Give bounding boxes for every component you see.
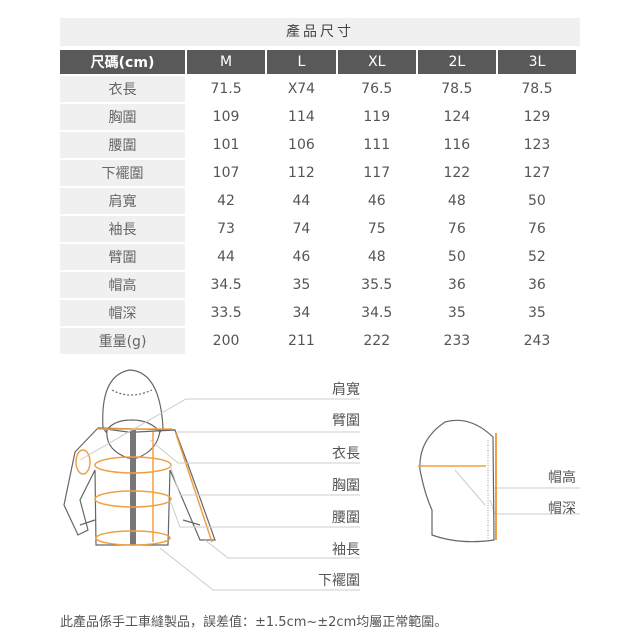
zipper [130,430,136,545]
table-cell: 200 [187,328,266,354]
row-label: 胸圍 [60,104,185,130]
table-cell: 35 [417,300,496,326]
table-cell: 46 [267,244,336,270]
table-cell: 36 [417,272,496,298]
column-header: M [187,50,266,74]
table-cell: 111 [337,132,416,158]
row-label: 帽高 [60,272,185,298]
table-cell: 35 [497,300,576,326]
table-cell: 123 [497,132,576,158]
table-row: 腰圍 101 106 111 116 123 [60,132,576,158]
table-cell: 112 [267,160,336,186]
label-sleeve: 袖長 [332,542,360,558]
row-label: 腰圍 [60,132,185,158]
row-label: 臂圍 [60,244,185,270]
table-row: 重量(g) 200 211 222 233 243 [60,328,576,354]
table-cell: 129 [497,104,576,130]
table-cell: 78.5 [497,76,576,102]
footnote: 此產品係手工車縫製品，誤差值：±1.5cm~±2cm均屬正常範圍。 [60,615,448,630]
table-cell: 76 [417,216,496,242]
table-row: 帽高 34.5 35 35.5 36 36 [60,272,576,298]
row-label: 帽深 [60,300,185,326]
hood-illustration [419,419,495,543]
table-cell: 48 [337,244,416,270]
table-cell: 78.5 [417,76,496,102]
table-cell: 44 [187,244,266,270]
table-row: 胸圍 109 114 119 124 129 [60,104,576,130]
table-cell: 116 [417,132,496,158]
label-shoulder-width: 肩寬 [332,382,360,398]
table-cell: 75 [337,216,416,242]
row-label: 肩寬 [60,188,185,214]
label-arm-circumference: 臂圍 [332,413,360,429]
measure-lines [75,428,213,546]
table-cell: X74 [267,76,336,102]
table-cell: 34 [267,300,336,326]
size-table: 尺碼(cm) M L XL 2L 3L 衣長 71.5 X74 76.5 78.5 78.5 胸圍 10… [58,48,578,356]
label-hem: 下襬圍 [318,573,360,589]
table-cell: 76.5 [337,76,416,102]
column-header: 3L [497,50,576,74]
header-row: 尺碼(cm) M L XL 2L 3L [60,50,576,74]
table-cell: 122 [417,160,496,186]
column-header: 尺碼(cm) [60,50,185,74]
leader-lines [79,398,580,591]
row-label: 袖長 [60,216,185,242]
table-cell: 233 [417,328,496,354]
table-cell: 46 [337,188,416,214]
column-header: 2L [417,50,496,74]
row-label: 下襬圍 [60,160,185,186]
label-length: 衣長 [332,446,360,462]
table-cell: 42 [187,188,266,214]
label-chest: 胸圍 [332,478,360,494]
label-waist: 腰圍 [332,510,360,526]
table-row: 帽深 33.5 34 34.5 35 35 [60,300,576,326]
table-cell: 44 [267,188,336,214]
table-cell: 119 [337,104,416,130]
row-label: 衣長 [60,76,185,102]
table-cell: 107 [187,160,266,186]
table-cell: 124 [417,104,496,130]
table-cell: 48 [417,188,496,214]
table-row: 臂圍 44 46 48 50 52 [60,244,576,270]
table-cell: 127 [497,160,576,186]
table-cell: 34.5 [187,272,266,298]
table-cell: 71.5 [187,76,266,102]
label-hood-depth: 帽深 [548,501,576,517]
table-cell: 50 [497,188,576,214]
table-cell: 74 [267,216,336,242]
table-title: 產品尺寸 [60,18,580,46]
column-header: XL [337,50,416,74]
table-row: 肩寬 42 44 46 48 50 [60,188,576,214]
table-cell: 52 [497,244,576,270]
table-cell: 73 [187,216,266,242]
table-cell: 243 [497,328,576,354]
table-cell: 101 [187,132,266,158]
table-cell: 50 [417,244,496,270]
row-label: 重量(g) [60,328,185,354]
table-cell: 106 [267,132,336,158]
table-cell: 211 [267,328,336,354]
table-cell: 34.5 [337,300,416,326]
column-header: L [267,50,336,74]
table-row: 下襬圍 107 112 117 122 127 [60,160,576,186]
table-cell: 36 [497,272,576,298]
table-cell: 114 [267,104,336,130]
table-cell: 33.5 [187,300,266,326]
table-cell: 222 [337,328,416,354]
table-row: 衣長 71.5 X74 76.5 78.5 78.5 [60,76,576,102]
table-cell: 76 [497,216,576,242]
table-cell: 117 [337,160,416,186]
table-cell: 35 [267,272,336,298]
table-cell: 109 [187,104,266,130]
table-cell: 35.5 [337,272,416,298]
table-row: 袖長 73 74 75 76 76 [60,216,576,242]
label-hood-height: 帽高 [548,470,576,486]
